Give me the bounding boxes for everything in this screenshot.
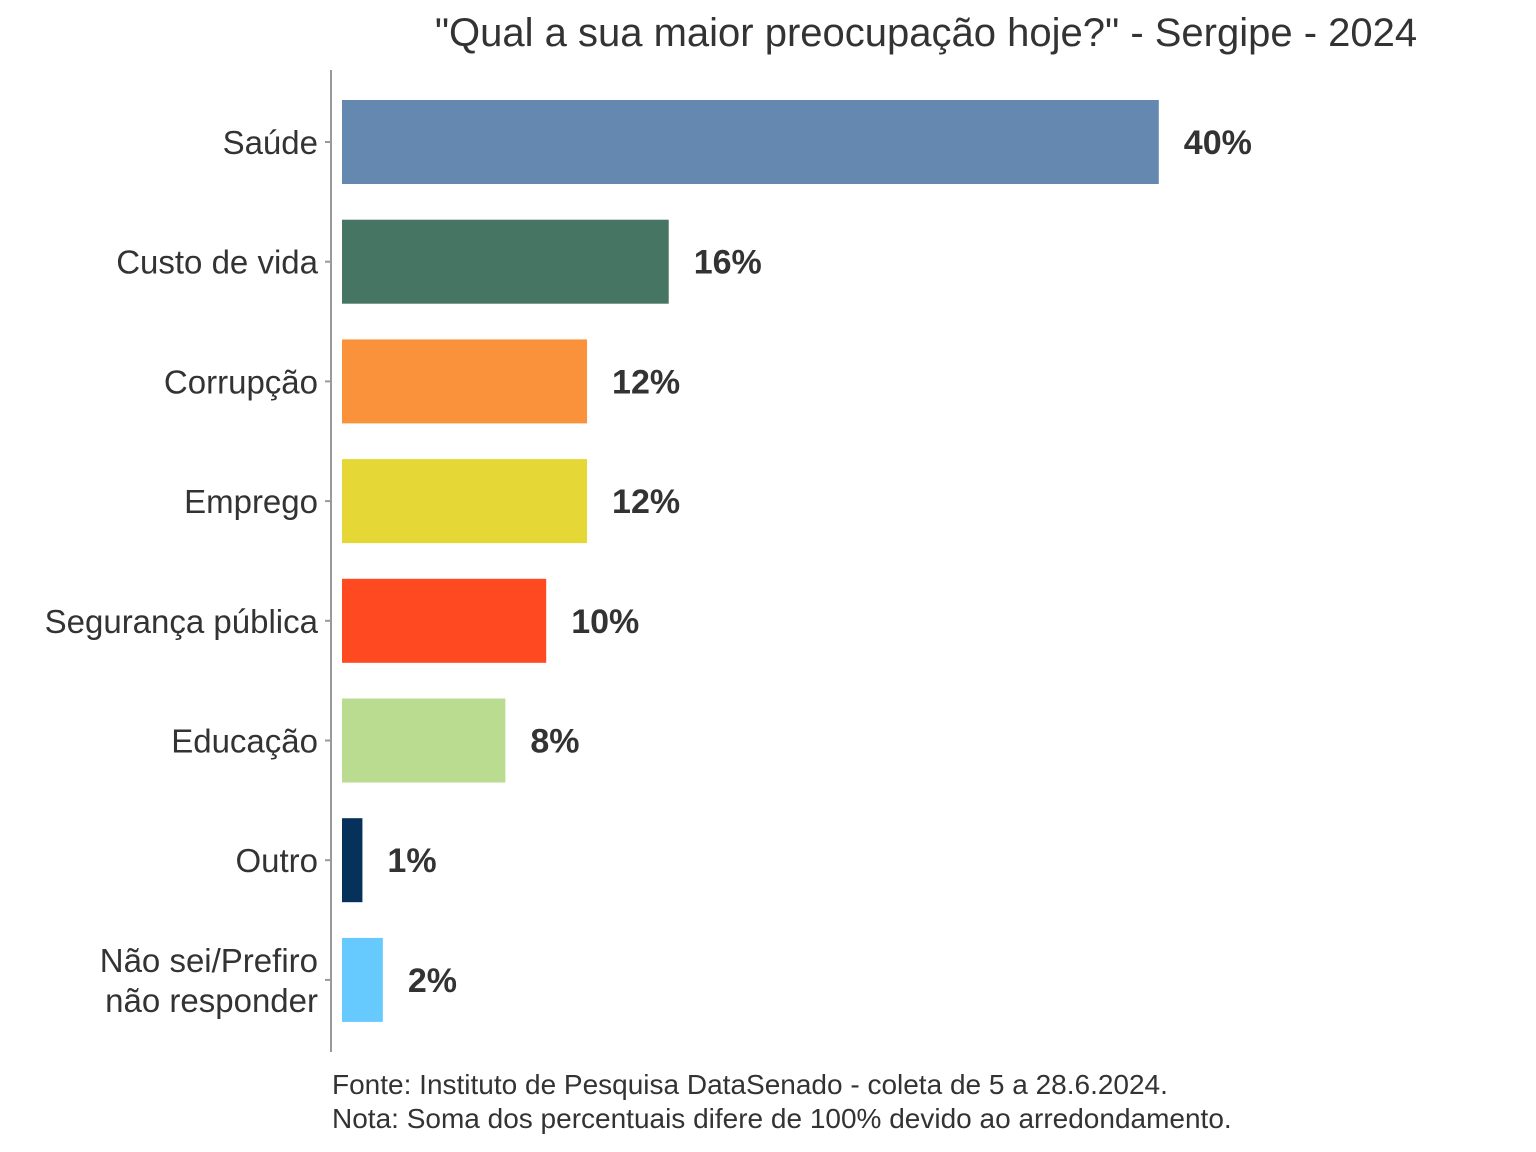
value-label-educacao: 8% [530,723,579,761]
source-note: Fonte: Instituto de Pesquisa DataSenado … [332,1069,1168,1100]
chart-footer: Fonte: Instituto de Pesquisa DataSenado … [332,1068,1232,1136]
value-label-custo-de-vida: 16% [694,244,762,282]
value-label-emprego: 12% [612,483,680,521]
bar-emprego [342,459,588,544]
category-label-saude: Saúde [223,124,318,161]
bar-custo-de-vida [342,219,669,304]
bar-nao-sei-prefiro-nao-responder [342,937,383,1022]
category-label-outro: Outro [235,842,318,879]
rounding-note: Nota: Soma dos percentuais difere de 100… [332,1103,1232,1134]
bar-outro [342,818,363,903]
category-label-corrupcao: Corrupção [164,363,318,400]
category-label-seguranca-publica: Segurança pública [45,603,319,640]
chart-title: "Qual a sua maior preocupação hoje?" - S… [435,11,1417,55]
bar-saude [342,100,1159,184]
bar-seguranca-publica [342,578,547,663]
bars-layer: Saúde 40% Custo de vida 16% Corrupção 12% Empr… [45,100,1252,1022]
category-label-educacao: Educação [171,723,318,760]
value-label-saude: 40% [1184,124,1252,162]
category-label-custo-de-vida: Custo de vida [116,244,318,281]
value-label-outro: 1% [387,842,436,880]
category-label-nao-sei-prefiro-nao-responder: Não sei/Prefiro não responder [100,942,318,1019]
value-label-seguranca-publica: 10% [571,603,639,641]
value-label-nao-sei-prefiro-nao-responder: 2% [408,962,457,1000]
value-label-corrupcao: 12% [612,363,680,401]
bar-corrupcao [342,339,588,424]
bar-educacao [342,698,506,783]
category-label-emprego: Emprego [184,483,318,520]
